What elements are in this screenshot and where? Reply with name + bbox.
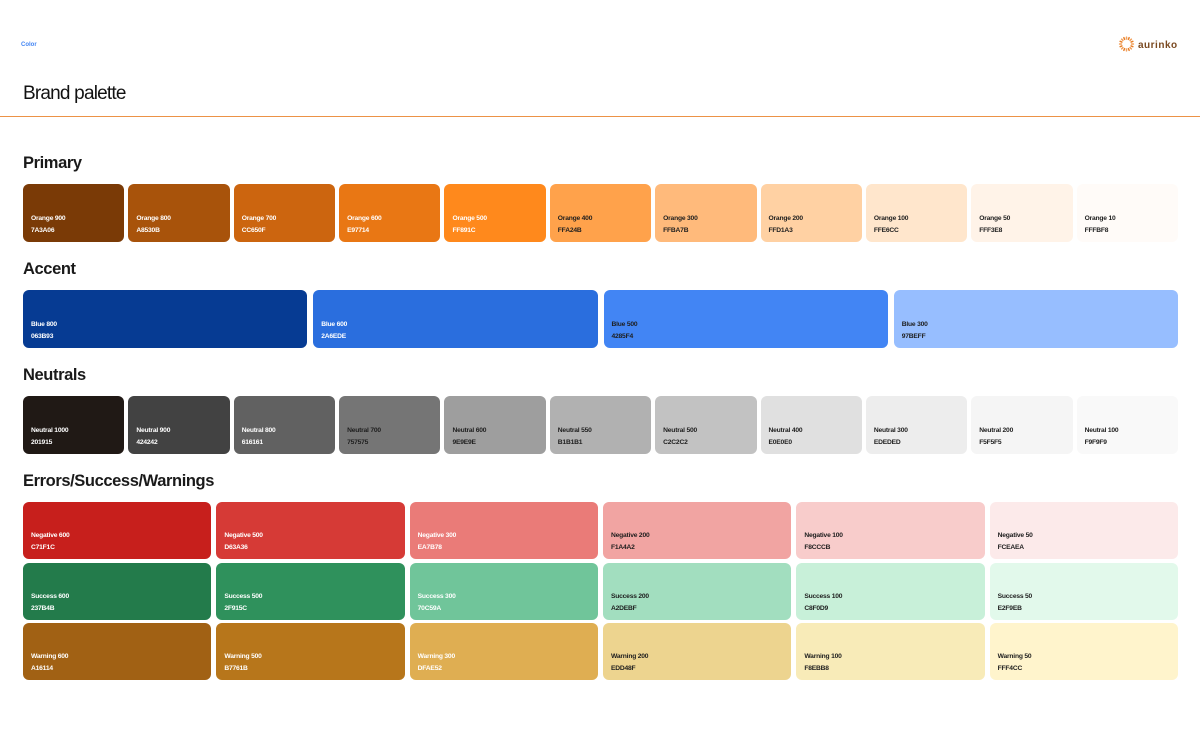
svg-text:aurinko: aurinko [1138, 40, 1178, 51]
